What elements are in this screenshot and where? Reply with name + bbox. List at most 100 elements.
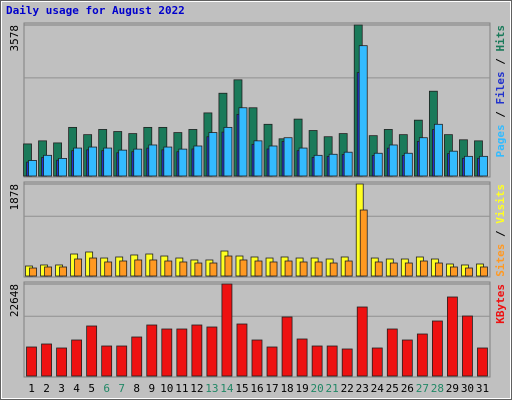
bar xyxy=(28,160,37,177)
bar xyxy=(359,209,368,277)
bar xyxy=(403,152,413,177)
x-tick-label: 16 xyxy=(250,382,263,395)
bar xyxy=(224,255,233,277)
x-tick-label: 5 xyxy=(88,382,95,395)
bar xyxy=(254,260,263,277)
y-tick-label: 22648 xyxy=(8,284,21,317)
bar xyxy=(281,316,293,377)
x-tick-label: 30 xyxy=(461,382,474,395)
bar xyxy=(149,259,158,277)
bar xyxy=(326,345,338,377)
legend: Sites / Visits xyxy=(494,184,507,277)
bar xyxy=(58,158,67,177)
x-tick-label: 17 xyxy=(265,382,278,395)
bar xyxy=(239,259,248,277)
legend-entry: Hits xyxy=(494,25,507,52)
x-tick-label: 28 xyxy=(431,382,444,395)
x-tick-label: 13 xyxy=(205,382,218,395)
bar xyxy=(86,325,98,377)
legend-separator: / xyxy=(494,52,507,72)
bar xyxy=(418,137,428,177)
bar xyxy=(450,266,458,277)
bar xyxy=(104,261,113,277)
bar xyxy=(194,262,203,277)
bar xyxy=(59,266,67,277)
bar xyxy=(161,328,173,377)
bar xyxy=(179,261,188,277)
bar xyxy=(344,260,353,277)
bar xyxy=(74,258,83,277)
bar xyxy=(299,261,308,277)
bar xyxy=(313,154,323,177)
bar xyxy=(404,262,413,277)
bar xyxy=(371,347,383,377)
bar xyxy=(44,266,52,277)
bar xyxy=(341,348,353,377)
bar xyxy=(89,257,98,277)
bar xyxy=(146,324,158,377)
bar xyxy=(373,152,383,177)
x-tick-label: 24 xyxy=(371,382,385,395)
legend: KBytes xyxy=(494,284,507,324)
x-tick-label: 26 xyxy=(401,382,414,395)
bar xyxy=(116,345,128,377)
bar xyxy=(221,283,233,377)
bar xyxy=(164,260,173,277)
bar xyxy=(148,144,158,177)
bar xyxy=(131,336,143,377)
legend-entry: Visits xyxy=(494,184,507,224)
x-tick-label: 14 xyxy=(220,382,234,395)
bar xyxy=(268,145,278,177)
legend-separator: / xyxy=(494,105,507,125)
bar xyxy=(416,333,428,377)
bar xyxy=(389,262,398,277)
bar xyxy=(447,296,458,377)
bar xyxy=(238,107,248,177)
bar xyxy=(374,261,383,277)
legend-separator: / xyxy=(494,224,507,244)
bar xyxy=(431,320,443,377)
bar xyxy=(358,45,368,177)
x-tick-label: 12 xyxy=(190,382,203,395)
x-tick-label: 3 xyxy=(58,382,65,395)
x-tick-label: 18 xyxy=(280,382,293,395)
bar xyxy=(298,147,308,177)
y-tick-label: 3578 xyxy=(8,25,21,52)
bar xyxy=(118,149,128,177)
bar xyxy=(43,154,52,177)
bar xyxy=(449,150,458,177)
bar xyxy=(163,146,173,177)
bar xyxy=(26,346,37,377)
x-tick-label: 7 xyxy=(118,382,125,395)
bar xyxy=(433,123,443,177)
bar xyxy=(314,261,323,277)
bar xyxy=(251,339,263,377)
legend-entry: Sites xyxy=(494,244,507,277)
bar xyxy=(388,144,398,177)
bar xyxy=(176,328,188,377)
bar xyxy=(119,260,128,277)
bar xyxy=(311,345,323,377)
bar xyxy=(223,126,233,177)
bar xyxy=(284,260,293,277)
legend: Pages / Files / Hits xyxy=(494,25,507,158)
bar xyxy=(386,328,398,377)
x-tick-label: 2 xyxy=(43,382,50,395)
bar xyxy=(71,339,83,377)
x-tick-label: 20 xyxy=(311,382,324,395)
legend-entry: Files xyxy=(494,71,507,104)
bar xyxy=(56,347,67,377)
bar xyxy=(296,338,308,377)
y-tick-label: 1878 xyxy=(8,184,21,211)
bar xyxy=(73,147,83,177)
bar xyxy=(253,140,263,177)
x-tick-label: 1 xyxy=(28,382,35,395)
bar xyxy=(103,147,113,177)
bar xyxy=(269,261,278,277)
bar xyxy=(434,262,443,277)
x-tick-label: 15 xyxy=(235,382,248,395)
legend-entry: Pages xyxy=(494,124,507,157)
bar xyxy=(266,346,278,377)
bar xyxy=(193,145,203,177)
